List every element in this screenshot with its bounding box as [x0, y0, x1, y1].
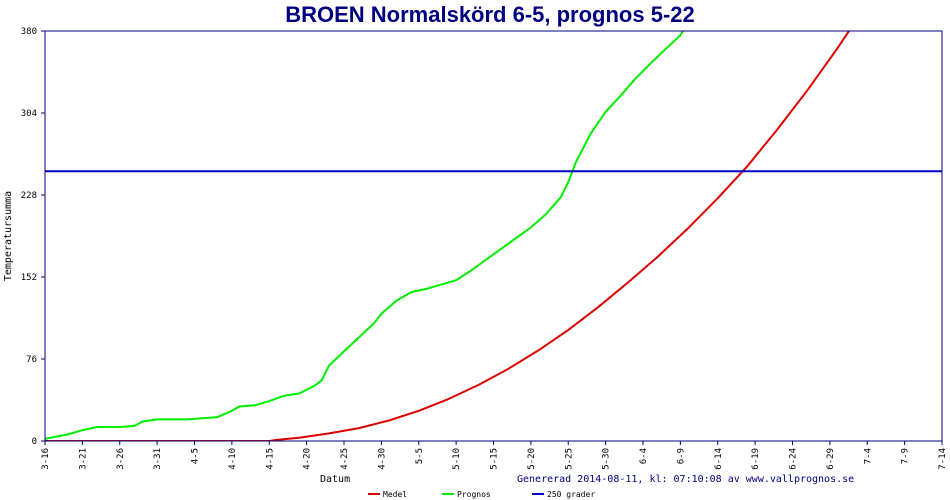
- x-axis-label: Datum: [320, 474, 350, 485]
- y-tick-label: 304: [21, 109, 37, 119]
- x-tick-label: 4-30: [377, 448, 387, 470]
- x-tick-label: 6-9: [676, 448, 686, 464]
- x-tick-label: 6-24: [789, 448, 799, 470]
- y-tick-label: 380: [21, 27, 37, 37]
- series-layer: [45, 31, 942, 441]
- x-tick-label: 7-14: [938, 448, 948, 470]
- y-tick-label: 152: [21, 273, 37, 283]
- y-tick-label: 0: [32, 437, 37, 447]
- x-tick-label: 6-29: [826, 448, 836, 470]
- x-tick-label: 3-16: [41, 448, 51, 470]
- legend-label-250-grader: 250 grader: [547, 490, 595, 499]
- x-tick-label: 3-26: [116, 448, 126, 470]
- y-tick-label: 228: [21, 191, 37, 201]
- x-tick-label: 4-10: [228, 448, 238, 470]
- series-line-prognos: [45, 31, 685, 440]
- x-tick-label: 5-25: [564, 448, 574, 470]
- x-tick-label: 5-20: [527, 448, 537, 470]
- tick-layer: 0 76 152 228 304 380 3-16 3-21 3-26 3-31 4-5 4-10 4-…: [21, 27, 948, 470]
- x-tick-label: 3-31: [153, 448, 163, 470]
- x-tick-label: 6-4: [639, 448, 649, 464]
- x-tick-label: 7-4: [863, 448, 873, 464]
- x-tick-label: 4-5: [191, 448, 201, 464]
- x-tick-label: 6-19: [751, 448, 761, 470]
- x-tick-label: 5-30: [602, 448, 612, 470]
- x-tick-label: 4-20: [303, 448, 313, 470]
- legend-label-medel: Medel: [383, 490, 407, 499]
- series-line-medel: [45, 31, 851, 441]
- y-axis-label: Temperatursumma: [3, 191, 14, 281]
- x-tick-label: 7-9: [901, 448, 911, 464]
- plot-frame: [44, 30, 943, 442]
- chart-title: BROEN Normalskörd 6-5, prognos 5-22: [285, 2, 695, 27]
- x-tick-label: 5-10: [452, 448, 462, 470]
- generated-footer: Genererad 2014-08-11, kl: 07:10:08 av ww…: [517, 474, 854, 485]
- x-tick-label: 6-14: [714, 448, 724, 470]
- x-tick-label: 4-25: [340, 448, 350, 470]
- x-tick-label: 4-15: [265, 448, 275, 470]
- x-tick-label: 5-15: [490, 448, 500, 470]
- x-tick-label: 5-5: [415, 448, 425, 464]
- y-tick-label: 76: [26, 355, 37, 365]
- legend: Medel Prognos 250 grader: [368, 490, 595, 499]
- x-tick-label: 3-21: [78, 448, 88, 470]
- legend-label-prognos: Prognos: [457, 490, 491, 499]
